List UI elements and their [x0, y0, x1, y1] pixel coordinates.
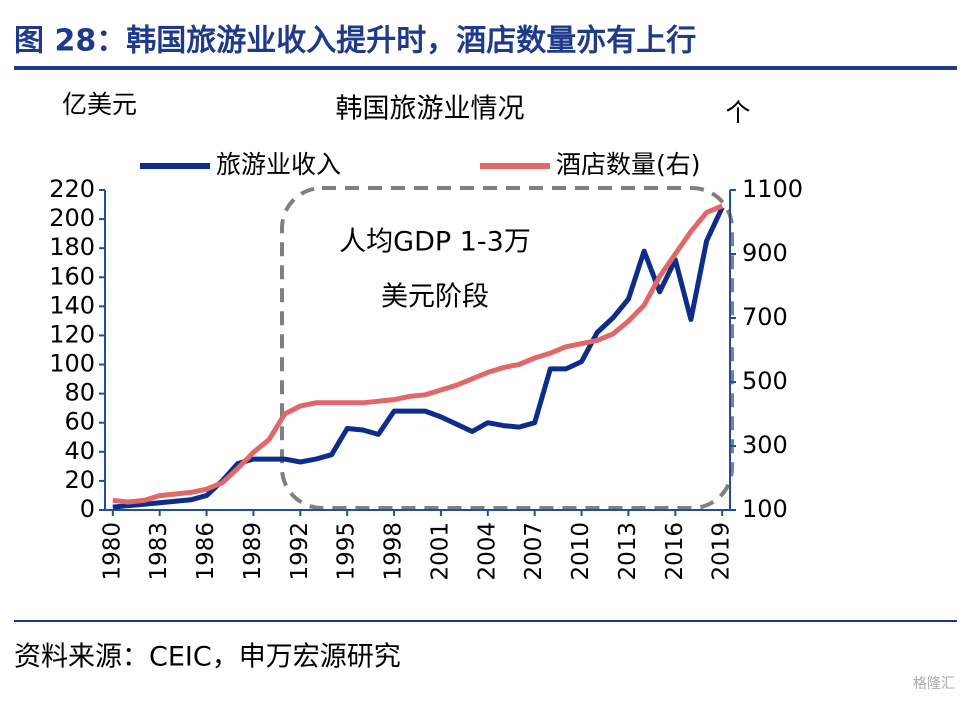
footer-rule: [14, 620, 957, 622]
y2-tick-label: 1100: [742, 175, 803, 203]
y-tick-label: 140: [49, 291, 95, 319]
title-rule: [14, 66, 957, 70]
x-tick-label: 2007: [521, 522, 547, 581]
x-tick-label: 2019: [709, 522, 735, 581]
x-tick-label: 2013: [615, 522, 641, 581]
annotation: 人均GDP 1-3万: [339, 227, 531, 258]
x-tick-label: 1995: [334, 522, 360, 581]
y-tick-label: 40: [64, 437, 95, 465]
y-axis-label: 亿美元: [62, 90, 137, 119]
y-tick-label: 60: [64, 408, 95, 436]
x-tick-label: 1983: [146, 522, 172, 581]
source: 资料来源：CEIC，申万宏源研究: [14, 642, 401, 673]
x-tick-label: 1998: [381, 522, 407, 581]
annotation-box: [280, 186, 734, 510]
y2-tick-label: 700: [742, 303, 788, 331]
y-tick-label: 120: [49, 320, 95, 348]
y-tick-label: 100: [49, 350, 95, 378]
chart-title: 韩国旅游业情况: [336, 94, 525, 125]
x-tick-label: 1992: [287, 522, 313, 581]
x-tick-label: 1980: [99, 522, 125, 581]
y2-axis-label: 个: [725, 98, 750, 127]
series-line: [112, 203, 724, 505]
y-tick-label: 0: [80, 495, 95, 523]
x-tick-label: 2016: [662, 522, 688, 581]
x-tick-label: 1986: [193, 522, 219, 581]
watermark: 格隆汇: [913, 676, 955, 692]
x-tick-label: 2010: [568, 522, 594, 581]
x-tick-label: 2004: [474, 522, 500, 581]
x-tick-label: 2001: [427, 522, 453, 581]
y-tick-label: 200: [49, 204, 95, 232]
y-tick-label: 160: [49, 262, 95, 290]
y2-tick-label: 500: [742, 367, 788, 395]
y-tick-label: 20: [64, 466, 95, 494]
legend-label: 酒店数量(右): [556, 150, 701, 179]
y-tick-label: 180: [49, 233, 95, 261]
y2-tick-label: 300: [742, 431, 788, 459]
y2-tick-label: 900: [742, 239, 788, 267]
legend-label: 旅游业收入: [216, 150, 341, 179]
page-title: 图 28：韩国旅游业收入提升时，酒店数量亦有上行: [14, 24, 696, 59]
y-tick-label: 220: [49, 175, 95, 203]
y-tick-label: 80: [64, 379, 95, 407]
x-tick-label: 1989: [240, 522, 266, 581]
y2-tick-label: 100: [742, 495, 788, 523]
annotation: 美元阶段: [381, 282, 489, 313]
